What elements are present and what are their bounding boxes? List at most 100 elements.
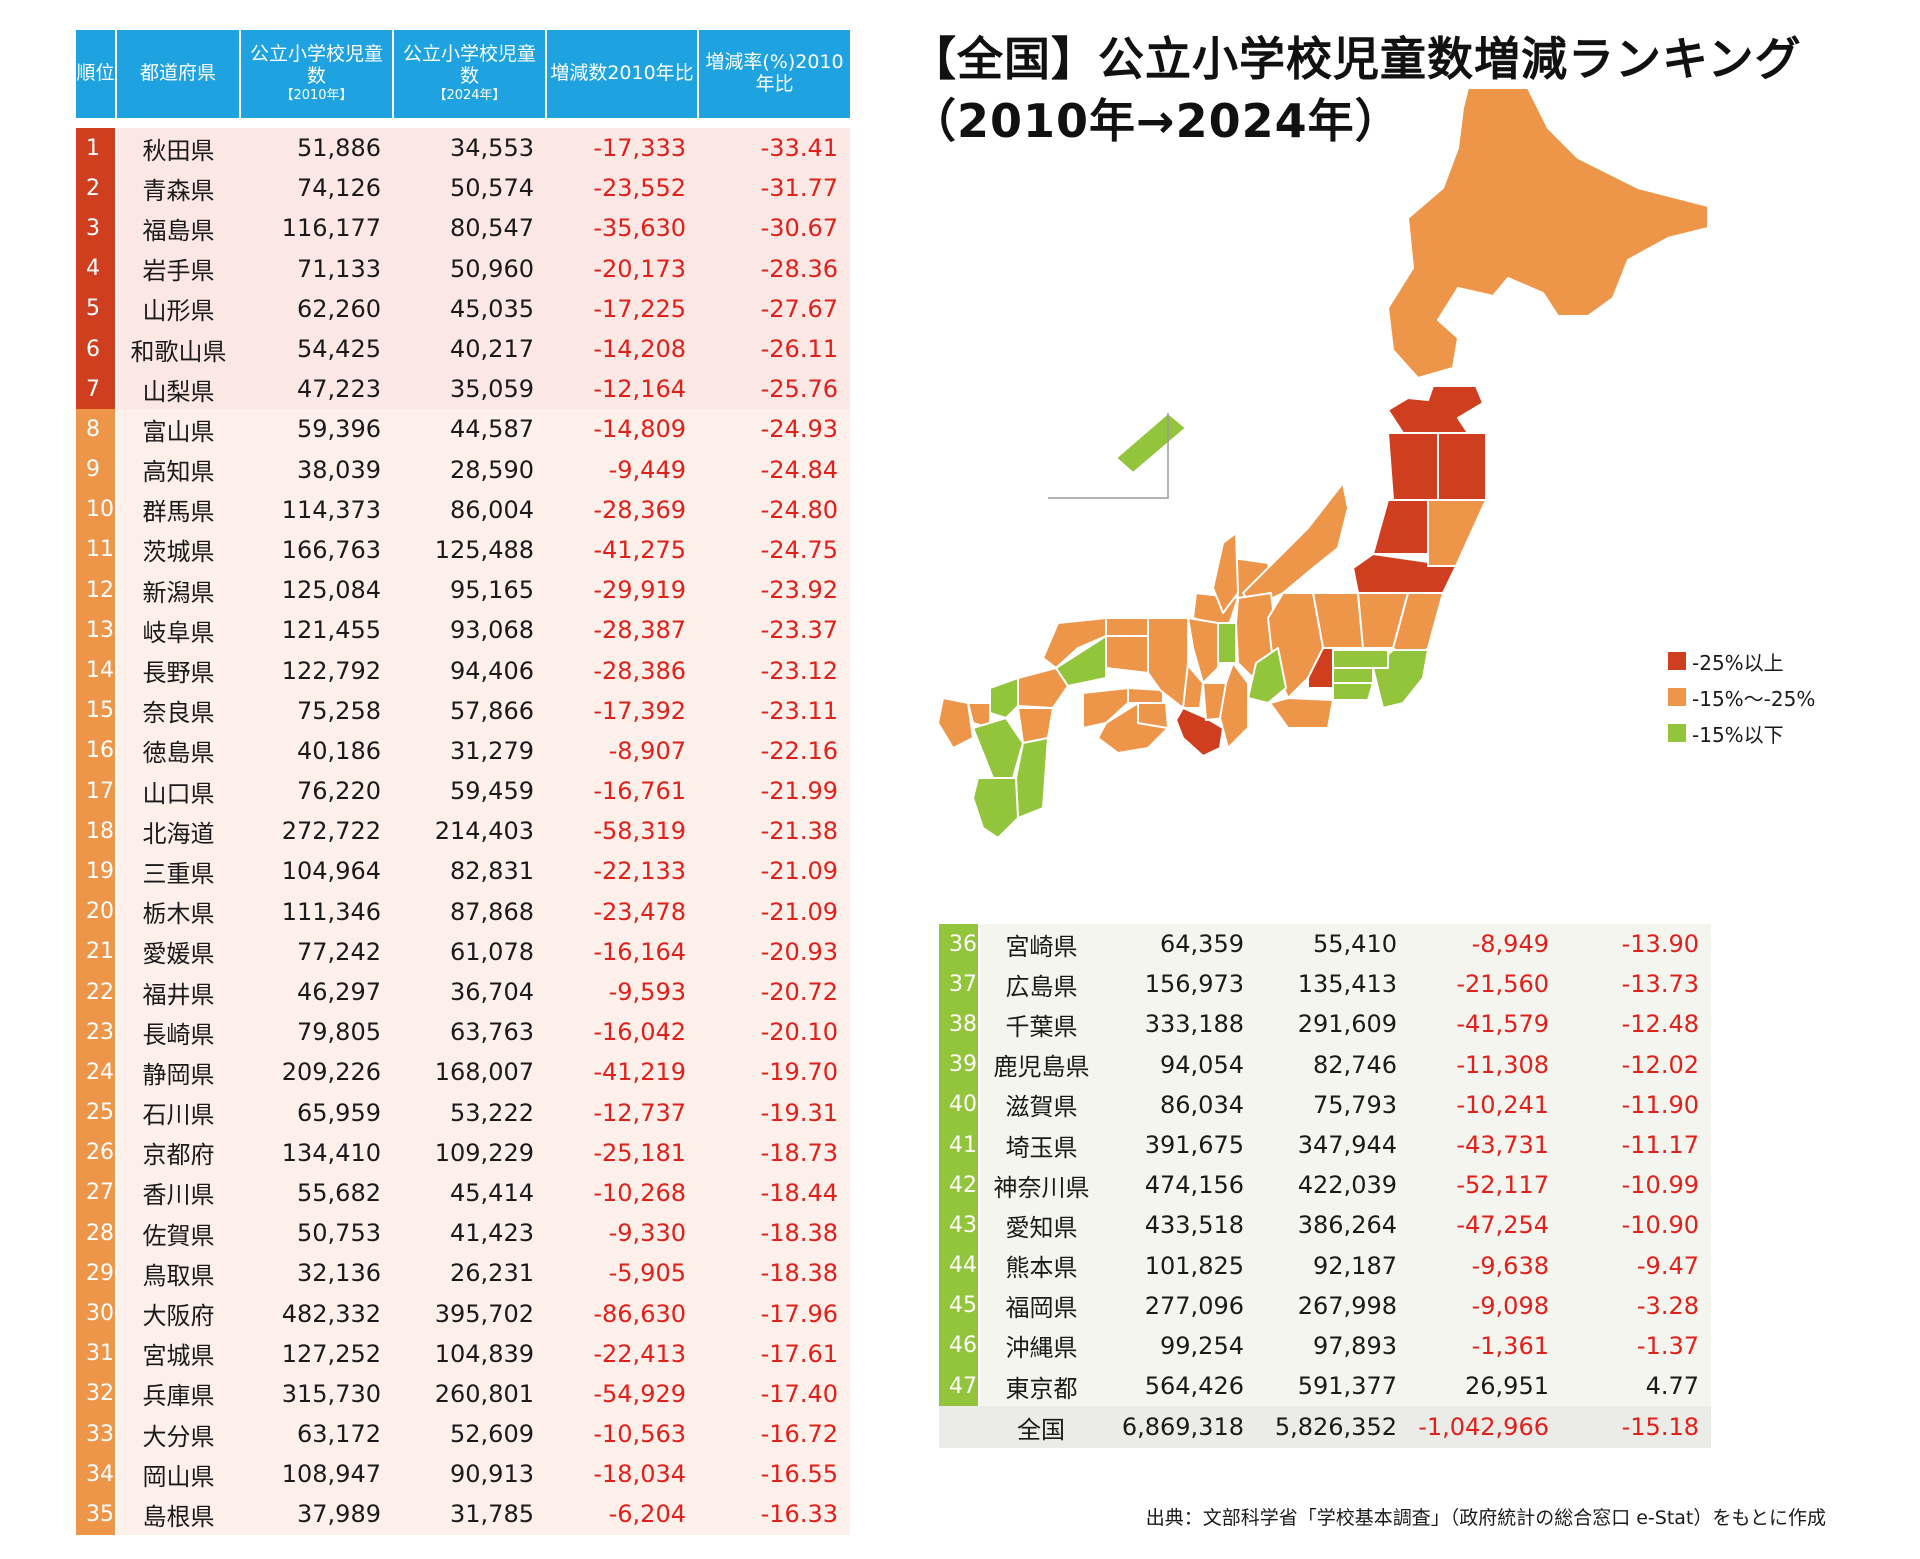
prefecture-cell: 静岡県 [116, 1052, 240, 1093]
prefecture-region [1247, 647, 1287, 704]
students-2010-cell: 315,730 [240, 1373, 393, 1414]
rate-cell: -20.93 [698, 931, 850, 972]
map-legend: -25%以上 -15%〜-25% -15%以下 [1668, 643, 1815, 751]
rate-cell: -18.38 [698, 1213, 850, 1254]
prefecture-cell: 岡山県 [116, 1454, 240, 1495]
total-diff: -1,042,966 [1409, 1406, 1561, 1449]
rank-cell: 4 [76, 248, 117, 289]
diff-cell: -22,413 [546, 1333, 698, 1374]
students-2024-cell: 55,410 [1256, 924, 1409, 965]
students-2024-cell: 422,039 [1256, 1165, 1409, 1206]
students-2010-cell: 209,226 [240, 1052, 393, 1093]
students-2010-cell: 156,973 [1103, 964, 1256, 1005]
total-rate: -15.18 [1561, 1406, 1711, 1449]
rank-cell: 8 [76, 409, 117, 450]
students-2024-cell: 57,866 [393, 690, 546, 731]
table-row: 22 福井県 46,297 36,704 -9,593 -20.72 [76, 971, 850, 1013]
table-row: 38 千葉県 333,188 291,609 -41,579 -12.48 [939, 1004, 1711, 1045]
prefecture-cell: 群馬県 [116, 489, 240, 530]
diff-cell: -23,552 [546, 168, 698, 209]
prefecture-cell: 山梨県 [116, 369, 240, 410]
prefecture-region [1437, 432, 1487, 501]
students-2010-cell: 51,886 [240, 128, 393, 169]
prefecture-cell: 佐賀県 [116, 1213, 240, 1254]
table-row: 36 宮崎県 64,359 55,410 -8,949 -13.90 [939, 924, 1711, 965]
rate-cell: -13.90 [1561, 924, 1711, 965]
rank-cell: 32 [76, 1373, 117, 1414]
rate-cell: -33.41 [698, 128, 850, 169]
students-2024-cell: 59,459 [393, 771, 546, 812]
students-2010-cell: 474,156 [1103, 1165, 1256, 1206]
table-row: 16 徳島県 40,186 31,279 -8,907 -22.16 [76, 730, 850, 771]
rate-cell: -3.28 [1561, 1285, 1711, 1326]
rate-cell: -13.73 [1561, 964, 1711, 1005]
students-2024-cell: 26,231 [393, 1253, 546, 1294]
prefecture-region [1357, 592, 1409, 649]
students-2024-cell: 61,078 [393, 931, 546, 972]
prefecture-cell: 宮城県 [116, 1333, 240, 1374]
students-2010-cell: 108,947 [240, 1454, 393, 1495]
prefecture-region [1115, 412, 1187, 474]
table-row: 31 宮城県 127,252 104,839 -22,413 -17.61 [76, 1333, 850, 1374]
prefecture-region [989, 677, 1019, 719]
students-2024-cell: 36,704 [393, 971, 546, 1013]
prefecture-cell: 大分県 [116, 1414, 240, 1455]
students-2024-cell: 168,007 [393, 1052, 546, 1093]
students-2010-cell: 76,220 [240, 771, 393, 812]
rank-cell: 21 [76, 931, 117, 972]
table-row: 5 山形県 62,260 45,035 -17,225 -27.67 [76, 288, 850, 329]
prefecture-region [972, 717, 1024, 779]
prefecture-region [1082, 687, 1129, 729]
rate-cell: -12.02 [1561, 1044, 1711, 1085]
rate-cell: -23.92 [698, 570, 850, 611]
students-2024-cell: 45,414 [393, 1172, 546, 1214]
diff-cell: -17,392 [546, 690, 698, 731]
rank-cell: 45 [939, 1285, 980, 1326]
title-line-1: 【全国】公立小学校児童数増減ランキング [910, 32, 1802, 86]
prefecture-cell: 沖縄県 [979, 1325, 1103, 1367]
prefecture-region [1387, 385, 1484, 434]
diff-cell: -10,241 [1409, 1084, 1561, 1125]
prefecture-cell: 兵庫県 [116, 1373, 240, 1414]
table-row: 14 長野県 122,792 94,406 -28,386 -23.12 [76, 650, 850, 691]
prefecture-cell: 香川県 [116, 1172, 240, 1214]
students-2010-cell: 74,126 [240, 168, 393, 209]
table-row: 41 埼玉県 391,675 347,944 -43,731 -11.17 [939, 1124, 1711, 1166]
diff-cell: -18,034 [546, 1454, 698, 1495]
diff-cell: -28,386 [546, 650, 698, 691]
rate-cell: -21.09 [698, 851, 850, 892]
rank-cell: 20 [76, 891, 117, 932]
table-row: 28 佐賀県 50,753 41,423 -9,330 -18.38 [76, 1213, 850, 1254]
diff-cell: -23,478 [546, 891, 698, 932]
prefecture-region [1219, 662, 1249, 749]
rank-cell: 31 [76, 1333, 117, 1374]
prefecture-cell: 広島県 [979, 964, 1103, 1005]
students-2024-cell: 95,165 [393, 570, 546, 611]
students-2010-cell: 65,959 [240, 1092, 393, 1133]
students-2024-cell: 94,406 [393, 650, 546, 691]
rank-cell: 46 [939, 1325, 980, 1367]
students-2024-cell: 214,403 [393, 811, 546, 852]
prefecture-cell: 神奈川県 [979, 1165, 1103, 1206]
rate-cell: -18.44 [698, 1172, 850, 1214]
legend-swatch-orange [1668, 688, 1686, 706]
students-2024-cell: 34,553 [393, 128, 546, 169]
students-2024-cell: 347,944 [1256, 1124, 1409, 1166]
rank-cell: 30 [76, 1293, 117, 1334]
prefecture-cell: 埼玉県 [979, 1124, 1103, 1166]
table-row: 10 群馬県 114,373 86,004 -28,369 -24.80 [76, 489, 850, 530]
table-row: 4 岩手県 71,133 50,960 -20,173 -28.36 [76, 248, 850, 289]
students-2024-cell: 45,035 [393, 288, 546, 329]
table-row: 34 岡山県 108,947 90,913 -18,034 -16.55 [76, 1454, 850, 1495]
prefecture-cell: 山形県 [116, 288, 240, 329]
rate-cell: -23.37 [698, 610, 850, 651]
prefecture-cell: 大阪府 [116, 1293, 240, 1334]
table-row: 1 秋田県 51,886 34,553 -17,333 -33.41 [76, 128, 850, 169]
students-2010-cell: 564,426 [1103, 1366, 1256, 1407]
students-2010-cell: 333,188 [1103, 1004, 1256, 1045]
total-2010: 6,869,318 [1103, 1406, 1256, 1449]
students-2010-cell: 77,242 [240, 931, 393, 972]
rate-cell: -28.36 [698, 248, 850, 289]
rank-cell: 10 [76, 489, 117, 530]
students-2010-cell: 114,373 [240, 489, 393, 530]
